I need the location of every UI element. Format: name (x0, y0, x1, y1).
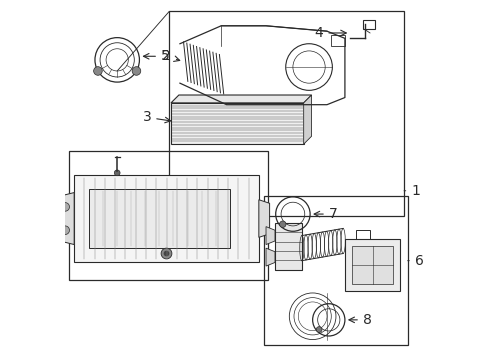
Circle shape (279, 221, 285, 228)
Polygon shape (60, 193, 74, 244)
Text: 4: 4 (314, 26, 346, 40)
Text: 5: 5 (143, 49, 169, 63)
Polygon shape (274, 223, 301, 270)
Bar (88, 189, 230, 248)
Circle shape (132, 67, 141, 75)
Circle shape (61, 203, 69, 211)
Circle shape (114, 170, 120, 176)
Bar (330, 35, 344, 45)
Circle shape (316, 327, 322, 332)
Text: 1: 1 (403, 184, 419, 198)
Bar (351, 246, 392, 284)
Bar (344, 239, 400, 291)
Polygon shape (258, 200, 269, 237)
Text: 3: 3 (142, 110, 170, 124)
Bar (69, 151, 267, 280)
Circle shape (61, 226, 69, 234)
Bar (169, 12, 403, 216)
Circle shape (93, 67, 102, 75)
Bar (362, 21, 375, 30)
Bar (74, 175, 258, 262)
Text: 2: 2 (162, 49, 179, 63)
Bar (171, 103, 303, 144)
Polygon shape (303, 95, 311, 144)
Text: 8: 8 (348, 313, 371, 327)
Bar (355, 230, 369, 239)
Polygon shape (171, 95, 311, 103)
Polygon shape (265, 248, 274, 266)
Bar (264, 196, 407, 345)
Text: 7: 7 (313, 207, 337, 221)
Circle shape (163, 251, 169, 256)
Polygon shape (265, 226, 274, 244)
Circle shape (161, 248, 171, 259)
Text: 6: 6 (407, 254, 423, 268)
